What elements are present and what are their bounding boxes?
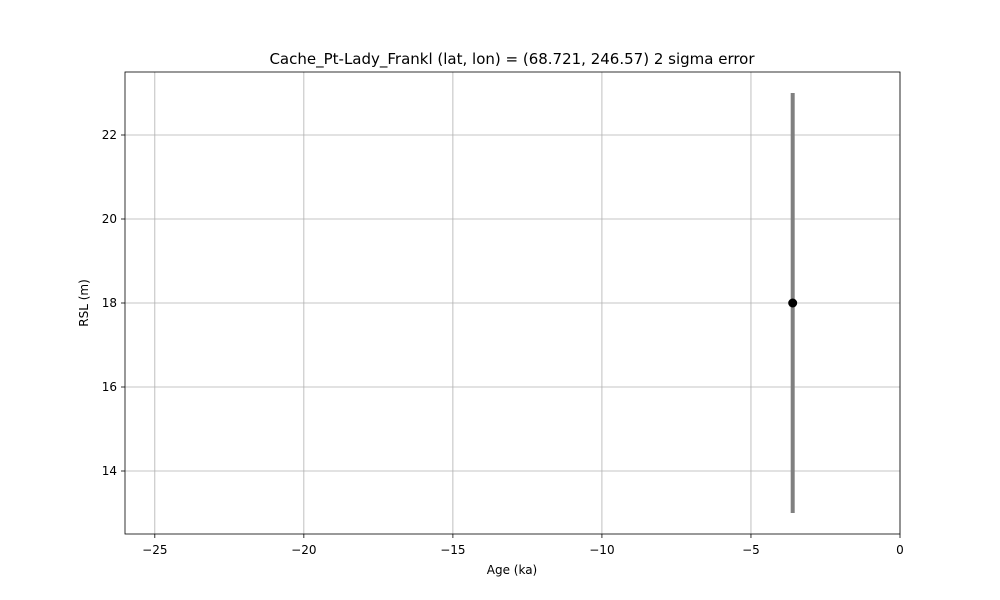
x-tick-label: −20 <box>291 543 316 557</box>
x-tick-label: −10 <box>589 543 614 557</box>
data-layer <box>788 93 798 513</box>
y-tick-label: 18 <box>102 296 117 310</box>
x-tick-label: 0 <box>896 543 904 557</box>
x-axis-label: Age (ka) <box>487 563 537 577</box>
y-tick-label: 14 <box>102 464 117 478</box>
x-tick-label: −5 <box>742 543 760 557</box>
x-tick-label: −15 <box>440 543 465 557</box>
x-tick-label: −25 <box>142 543 167 557</box>
ticks-layer: −25 −20 −15 −10 −5 0 14 16 18 20 22 <box>102 128 904 557</box>
y-axis-label: RSL (m) <box>77 279 91 327</box>
y-tick-label: 16 <box>102 380 117 394</box>
data-point <box>788 298 798 308</box>
chart-title: Cache_Pt-Lady_Frankl (lat, lon) = (68.72… <box>269 50 755 69</box>
y-tick-label: 20 <box>102 212 117 226</box>
y-tick-label: 22 <box>102 128 117 142</box>
